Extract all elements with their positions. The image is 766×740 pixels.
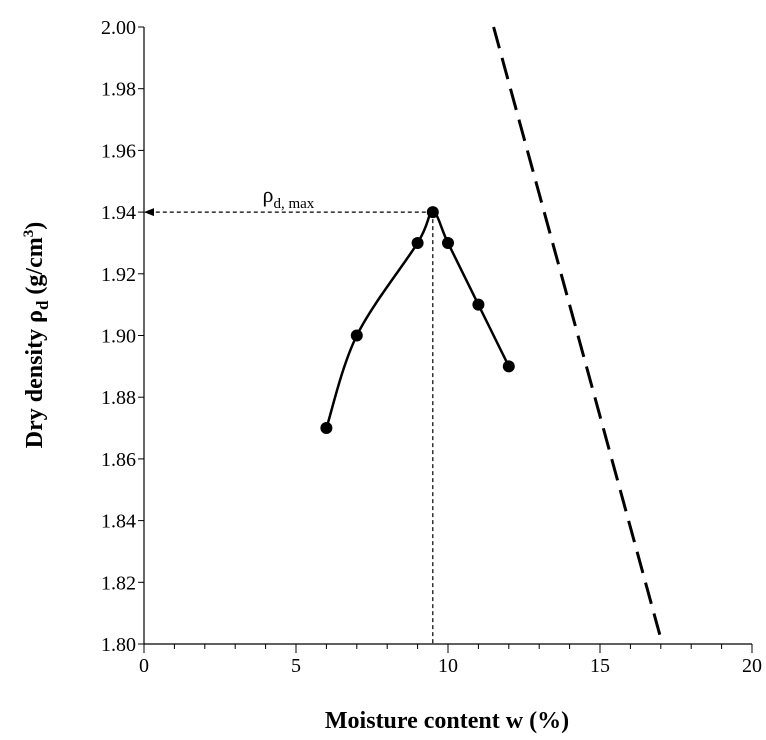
- point: [426, 206, 439, 219]
- x-axis-label: Moisture content w (%): [325, 708, 569, 734]
- y-tick-label: 1.88: [101, 387, 136, 409]
- max-label: ρd, max: [262, 182, 314, 212]
- max-label-sub: d, max: [273, 196, 314, 212]
- y-tick-label: 1.90: [101, 326, 136, 348]
- dashed-line: [492, 26, 664, 645]
- point: [350, 329, 363, 342]
- y-tick-label: 2.00: [101, 17, 136, 39]
- y-tick-label: 1.86: [101, 449, 136, 471]
- y-tick-label: 1.80: [101, 634, 136, 656]
- point: [442, 236, 454, 249]
- y-tick-label: 1.94: [101, 202, 136, 224]
- x-tick-label: 0: [139, 655, 149, 677]
- y-label-unit: (g/cm: [22, 237, 48, 300]
- point: [502, 360, 515, 373]
- y-label-sub: d: [33, 300, 52, 310]
- y-tick-label: 1.96: [101, 140, 136, 162]
- point: [411, 236, 424, 249]
- y-tick-label: 1.98: [101, 79, 136, 101]
- y-axis-label: Dry density ρd (g/cm3): [21, 222, 52, 448]
- y-label-sup: 3: [21, 230, 37, 238]
- y-label-text: Dry density ρ: [22, 310, 48, 448]
- y-tick-label: 1.92: [101, 264, 136, 286]
- x-tick-label: 20: [742, 655, 762, 677]
- point: [472, 298, 485, 311]
- y-label-end: ): [22, 222, 48, 230]
- x-tick-label: 5: [291, 655, 301, 677]
- y-tick-label: 1.82: [101, 572, 136, 594]
- max-label-rho: ρ: [262, 182, 273, 207]
- point: [320, 422, 333, 435]
- x-tick-label: 10: [438, 655, 458, 677]
- x-tick-label: 15: [590, 655, 610, 677]
- y-tick-label: 1.84: [101, 511, 136, 533]
